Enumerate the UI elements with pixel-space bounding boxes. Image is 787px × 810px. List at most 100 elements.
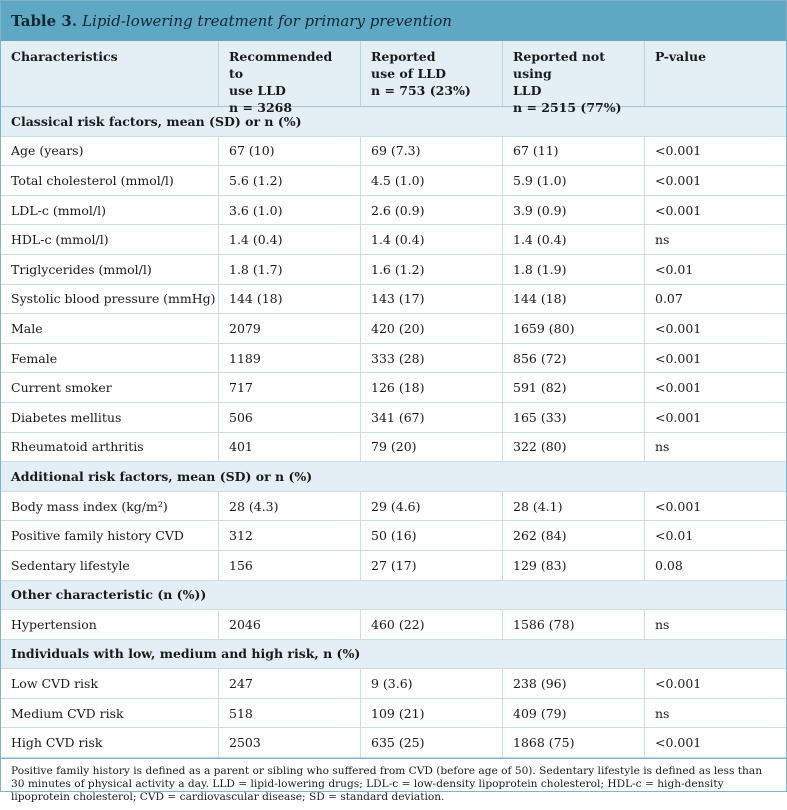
table-cell: 0.08 bbox=[644, 550, 786, 580]
header-line: use of LLD bbox=[371, 66, 446, 81]
table-cell: 247 bbox=[218, 669, 360, 698]
table-cell: 165 (33) bbox=[502, 402, 644, 432]
table-cell: <0.001 bbox=[644, 669, 786, 698]
table-cell: 29 (4.6) bbox=[360, 491, 502, 521]
table-row: Diabetes mellitus 506 341 (67) 165 (33) <0.0… bbox=[1, 402, 786, 433]
section-heading: Other characteristic (n (%)) bbox=[1, 580, 786, 611]
table-row: High CVD risk 2503 635 (25) 1868 (75) <0.001 bbox=[1, 728, 786, 759]
header-line: Reported not using bbox=[513, 49, 606, 81]
table-cell: 717 bbox=[218, 373, 360, 402]
header-line: n = 3268 bbox=[229, 100, 293, 115]
table-cell: 591 (82) bbox=[502, 373, 644, 402]
table-cell: 129 (83) bbox=[502, 550, 644, 580]
table-cell: 635 (25) bbox=[360, 728, 502, 758]
table-cell: ns bbox=[644, 698, 786, 728]
table-cell: 27 (17) bbox=[360, 550, 502, 580]
row-label: Sedentary lifestyle bbox=[11, 557, 130, 573]
table-row: Hypertension 2046 460 (22) 1586 (78) ns bbox=[1, 610, 786, 640]
table-cell: <0.001 bbox=[644, 314, 786, 343]
table-cell: 1.6 (1.2) bbox=[360, 254, 502, 284]
table-cell: 2079 bbox=[218, 314, 360, 343]
table-cell: 50 (16) bbox=[360, 521, 502, 550]
table-cell: 3.9 (0.9) bbox=[502, 195, 644, 225]
table-row: Total cholesterol (mmol/l) 5.6 (1.2) 4.5 (… bbox=[1, 166, 786, 196]
table-row: Medium CVD risk 518 109 (21) 409 (79) ns bbox=[1, 698, 786, 729]
table-cell: 262 (84) bbox=[502, 521, 644, 550]
header-cell: Characteristics bbox=[1, 41, 218, 106]
table-cell: 0.07 bbox=[644, 284, 786, 314]
table-number: Table 3. bbox=[11, 12, 78, 30]
table-row: LDL-c (mmol/l) 3.6 (1.0) 2.6 (0.9) 3.9 (0.9… bbox=[1, 195, 786, 226]
row-label: Current smoker bbox=[11, 380, 112, 396]
table-cell: 518 bbox=[218, 698, 360, 728]
table-cell: 409 (79) bbox=[502, 698, 644, 728]
section-heading: Classical risk factors, mean (SD) or n (… bbox=[1, 107, 786, 137]
table-cell: 144 (18) bbox=[502, 284, 644, 314]
table-cell: 28 (4.1) bbox=[502, 491, 644, 521]
table-row: Body mass index (kg/m²) 28 (4.3) 29 (4.6) 2… bbox=[1, 491, 786, 522]
table-cell: 1586 (78) bbox=[502, 610, 644, 639]
row-label: Triglycerides (mmol/l) bbox=[11, 261, 152, 277]
table-cell: <0.01 bbox=[644, 521, 786, 550]
table-cell: 9 (3.6) bbox=[360, 669, 502, 698]
table-cell: <0.001 bbox=[644, 195, 786, 225]
header-line: Characteristics bbox=[11, 49, 118, 64]
row-label: Female bbox=[11, 350, 58, 366]
table-cell: ns bbox=[644, 432, 786, 462]
header-cell: Recommended to use LLD n = 3268 bbox=[218, 41, 360, 115]
table-cell: ns bbox=[644, 610, 786, 639]
header-cell: Reported not using LLD n = 2515 (77%) bbox=[502, 41, 644, 115]
table-cell: 333 (28) bbox=[360, 343, 502, 373]
row-label: Low CVD risk bbox=[11, 676, 99, 692]
header-line: use LLD bbox=[229, 83, 286, 98]
header-line: Reported bbox=[371, 49, 436, 64]
header-line: Recommended to bbox=[229, 49, 333, 81]
table-cell: 126 (18) bbox=[360, 373, 502, 402]
table-cell: 28 (4.3) bbox=[218, 491, 360, 521]
table-cell: <0.001 bbox=[644, 491, 786, 521]
table-cell: 67 (11) bbox=[502, 136, 644, 166]
table-cell: 341 (67) bbox=[360, 402, 502, 432]
row-label: Diabetes mellitus bbox=[11, 409, 122, 425]
table-row: Female 1189 333 (28) 856 (72) <0.001 bbox=[1, 343, 786, 374]
section-heading: Individuals with low, medium and high ri… bbox=[1, 639, 786, 670]
table-cell: 69 (7.3) bbox=[360, 136, 502, 166]
table-cell: <0.001 bbox=[644, 166, 786, 195]
row-label: Age (years) bbox=[11, 143, 84, 159]
header-line: P-value bbox=[655, 49, 707, 64]
header-line: n = 753 (23%) bbox=[371, 83, 471, 98]
table-header: Characteristics Recommended to use LLD n = … bbox=[1, 41, 786, 115]
table-cell: 1.8 (1.7) bbox=[218, 254, 360, 284]
table-cell: 2.6 (0.9) bbox=[360, 195, 502, 225]
table-row: Rheumatoid arthritis 401 79 (20) 322 (80) ns bbox=[1, 432, 786, 463]
table-row: Age (years) 67 (10) 69 (7.3) 67 (11) <0.001 bbox=[1, 136, 786, 167]
table-row: Male 2079 420 (20) 1659 (80) <0.001 bbox=[1, 314, 786, 344]
table-cell: 1868 (75) bbox=[502, 728, 644, 758]
table-body: Classical risk factors, mean (SD) or n (… bbox=[1, 107, 786, 759]
table-row: Positive family history CVD 312 50 (16) 262… bbox=[1, 521, 786, 551]
table-cell: <0.001 bbox=[644, 402, 786, 432]
header-line: LLD bbox=[513, 83, 542, 98]
table-cell: 2503 bbox=[218, 728, 360, 758]
table-cell: 1.4 (0.4) bbox=[502, 225, 644, 254]
table-footnote: Positive family history is defined as a … bbox=[1, 758, 786, 810]
row-label: Body mass index (kg/m²) bbox=[11, 498, 168, 514]
table-cell: 420 (20) bbox=[360, 314, 502, 343]
table-row: Low CVD risk 247 9 (3.6) 238 (96) <0.001 bbox=[1, 669, 786, 699]
table-cell: 322 (80) bbox=[502, 432, 644, 462]
table-cell: 1.8 (1.9) bbox=[502, 254, 644, 284]
row-label: Male bbox=[11, 320, 43, 336]
table-cell: 3.6 (1.0) bbox=[218, 195, 360, 225]
row-label: LDL-c (mmol/l) bbox=[11, 202, 107, 218]
row-label: Systolic blood pressure (mmHg) bbox=[11, 291, 216, 307]
table-cell: 67 (10) bbox=[218, 136, 360, 166]
table-cell: 1659 (80) bbox=[502, 314, 644, 343]
table-cell: <0.001 bbox=[644, 373, 786, 402]
header-cell: Reported use of LLD n = 753 (23%) bbox=[360, 41, 502, 106]
row-label: Medium CVD risk bbox=[11, 705, 124, 721]
table-cell: <0.001 bbox=[644, 728, 786, 758]
table-row: Systolic blood pressure (mmHg) 144 (18) 14… bbox=[1, 284, 786, 315]
table-title: Lipid-lowering treatment for primary pre… bbox=[82, 12, 452, 30]
table-cell: 156 bbox=[218, 550, 360, 580]
